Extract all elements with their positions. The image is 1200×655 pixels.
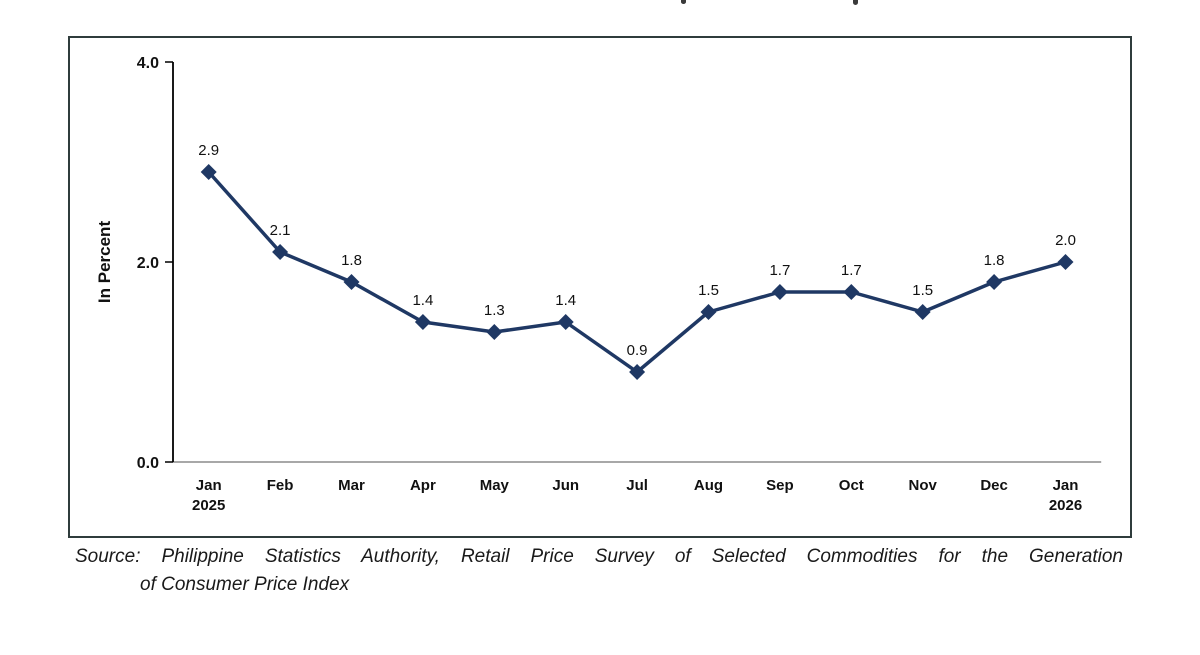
x-tick-sublabel: 2026: [1049, 497, 1082, 514]
x-tick-label: Dec: [980, 477, 1008, 494]
data-point-marker: [200, 164, 217, 180]
x-tick-label: Jan: [196, 477, 222, 494]
data-point-marker: [843, 284, 860, 300]
source-note-line2: of Consumer Price Index: [140, 574, 350, 595]
cropped-title-fragment: [853, 0, 858, 5]
data-label: 2.9: [198, 142, 219, 159]
y-tick-label: 2.0: [137, 255, 159, 272]
y-tick-label: 4.0: [137, 55, 159, 72]
data-label: 2.0: [1055, 232, 1076, 249]
x-tick-label: Mar: [338, 477, 365, 494]
data-label: 2.1: [270, 222, 291, 239]
data-point-marker: [272, 244, 289, 260]
x-tick-label: Jul: [626, 477, 648, 494]
data-point-marker: [414, 314, 431, 330]
data-label: 1.5: [912, 282, 933, 299]
data-point-marker: [1057, 254, 1074, 270]
data-label: 1.8: [341, 252, 362, 269]
x-tick-label: Jan: [1053, 477, 1079, 494]
x-tick-label: Jun: [552, 477, 579, 494]
data-label: 1.8: [984, 252, 1005, 269]
data-point-marker: [771, 284, 788, 300]
data-point-marker: [986, 274, 1003, 290]
x-tick-sublabel: 2025: [192, 497, 225, 514]
source-note-line1: Source: Philippine Statistics Authority,…: [75, 546, 1123, 567]
x-tick-label: Sep: [766, 477, 794, 494]
data-label: 1.7: [769, 262, 790, 279]
chart-panel: 0.0 2.0 4.0 In Percent 2.9 2.1 1.8 1.4 1.3 1.4 0.9…: [68, 36, 1132, 538]
data-label: 1.4: [412, 292, 433, 309]
data-label: 1.4: [555, 292, 576, 309]
data-point-marker: [343, 274, 360, 290]
data-point-marker: [914, 304, 931, 320]
data-point-marker: [486, 324, 503, 340]
line-chart: 0.0 2.0 4.0 In Percent 2.9 2.1 1.8 1.4 1.3 1.4 0.9…: [95, 55, 1102, 514]
data-point-marker: [700, 304, 717, 320]
y-axis-title: In Percent: [95, 221, 114, 304]
cropped-title-fragment: [681, 0, 686, 4]
data-label: 1.3: [484, 302, 505, 319]
x-tick-label: Aug: [694, 477, 723, 494]
x-tick-label: Feb: [267, 477, 294, 494]
x-tick-label: May: [480, 477, 510, 494]
data-label: 0.9: [627, 342, 648, 359]
x-tick-label: Oct: [839, 477, 864, 494]
data-label: 1.7: [841, 262, 862, 279]
x-tick-label: Nov: [909, 477, 938, 494]
y-tick-label: 0.0: [137, 455, 159, 472]
data-label: 1.5: [698, 282, 719, 299]
source-note: Source: Philippine Statistics Authority,…: [75, 544, 1123, 598]
data-point-marker: [557, 314, 574, 330]
x-tick-label: Apr: [410, 477, 436, 494]
data-point-marker: [629, 364, 646, 380]
